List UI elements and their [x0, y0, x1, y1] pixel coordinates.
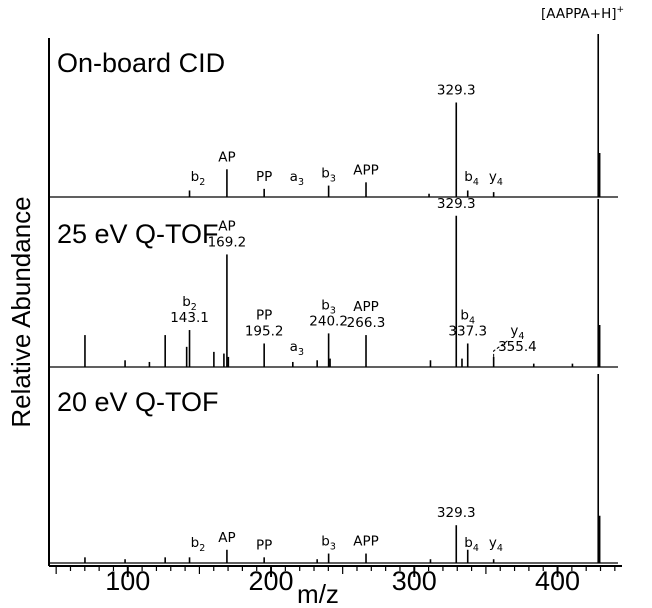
fragment-mz: 355.4	[498, 339, 537, 355]
peak-label: APP	[353, 162, 379, 178]
peak-label: b2	[191, 535, 206, 554]
fragment-name: y4	[510, 323, 524, 342]
fragment-name: AP	[218, 218, 235, 234]
peak-label: PP	[256, 169, 272, 185]
peak-label: b4	[464, 535, 479, 554]
fragment-name: AP	[218, 530, 235, 546]
fragment-mz: 240.2	[309, 313, 348, 329]
fragment-name: y4	[489, 169, 503, 188]
panel-title: On-board CID	[57, 48, 225, 78]
peak-label: PP	[256, 537, 272, 553]
peak-label: y4	[489, 535, 503, 554]
panel-3: 20 eV Q-TOF b2 AP PP b3 APP 329.3 b4 y4	[49, 374, 618, 564]
panel-1: On-board CID AP b2 PP a3 b3 APP 329.3 b4 y4	[49, 34, 618, 198]
fragment-name: b2	[191, 169, 206, 188]
fragment-name: APP	[353, 162, 379, 178]
fragment-mz: 266.3	[347, 315, 386, 331]
fragment-name: a3	[290, 169, 304, 188]
fragment-name: PP	[256, 307, 272, 323]
fragment-name: b3	[321, 534, 336, 553]
x-tick-label: 200	[249, 566, 294, 596]
y4-leader-line	[493, 339, 510, 357]
peak-label: y4	[489, 169, 503, 188]
x-tick-label: 300	[392, 566, 437, 596]
peak-label: b3	[321, 166, 336, 185]
fragment-name: b2	[191, 535, 206, 554]
peak-label: a3	[290, 339, 304, 358]
peak-label: 329.3	[437, 196, 476, 212]
fragment-name: PP	[256, 169, 272, 185]
fragment-name: b3	[321, 297, 336, 316]
peak-label: 329.3	[437, 82, 476, 98]
x-axis-ticks: 100 200 300 400	[55, 566, 616, 596]
peak-label: b4	[464, 169, 479, 188]
fragment-name: b4	[464, 169, 479, 188]
peak-label: b2	[191, 169, 206, 188]
fragment-name: AP	[218, 149, 235, 165]
peak-label: AP	[218, 530, 235, 546]
fragment-name: b4	[464, 535, 479, 554]
x-tick-label: 400	[535, 566, 580, 596]
fragment-name: APP	[353, 299, 379, 315]
peak-label: b3	[321, 534, 336, 553]
peak-label: a3	[290, 169, 304, 188]
fragment-mz: 143.1	[170, 310, 209, 326]
fragment-mz: 329.3	[437, 82, 476, 98]
panel-title: 25 eV Q-TOF	[57, 219, 219, 249]
fragment-name: a3	[290, 339, 304, 358]
panel-title: 20 eV Q-TOF	[57, 387, 219, 417]
y-axis-title: Relative Abundance	[6, 196, 36, 427]
peak-label: APP	[353, 534, 379, 550]
fragment-mz: 169.2	[208, 234, 247, 250]
fragment-mz: 329.3	[437, 505, 476, 521]
fragment-mz: 329.3	[437, 196, 476, 212]
fragment-name: y4	[489, 535, 503, 554]
peak-label: AP	[218, 149, 235, 165]
peak-label: 329.3	[437, 505, 476, 521]
fragment-name: b2	[182, 294, 197, 313]
fragment-mz: 195.2	[245, 323, 284, 339]
precursor-label: [AAPPA+H]+	[541, 5, 624, 22]
x-tick-label: 100	[105, 566, 150, 596]
fragment-name: b3	[321, 166, 336, 185]
precursor-charge: +	[617, 5, 625, 15]
x-axis-title: m/z	[297, 579, 339, 608]
precursor-label-text: [AAPPA+H]	[541, 6, 617, 22]
fragment-name: b4	[460, 307, 475, 326]
fragment-name: APP	[353, 534, 379, 550]
fragment-mz: 337.3	[448, 323, 487, 339]
fragment-name: PP	[256, 537, 272, 553]
